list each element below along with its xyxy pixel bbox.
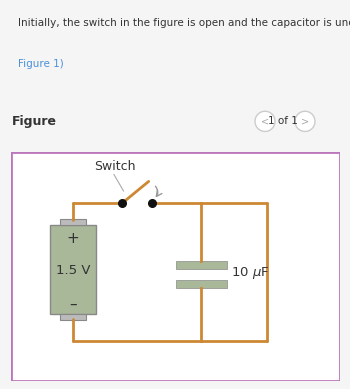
- Text: <: <: [261, 116, 269, 126]
- Bar: [176, 280, 227, 288]
- Text: 1.5 V: 1.5 V: [56, 264, 90, 277]
- Circle shape: [295, 111, 315, 131]
- Bar: [50, 224, 96, 314]
- Text: Figure: Figure: [12, 115, 57, 128]
- Text: >: >: [301, 116, 309, 126]
- Text: +: +: [66, 231, 79, 245]
- Bar: [60, 314, 86, 320]
- Bar: [176, 261, 227, 270]
- Text: Figure 1): Figure 1): [18, 59, 63, 69]
- Text: Initially, the switch in the figure is open and the capacitor is uncharged.(: Initially, the switch in the figure is o…: [18, 18, 350, 28]
- Text: 10 $\mu$F: 10 $\mu$F: [231, 265, 269, 281]
- Bar: [60, 219, 86, 224]
- Circle shape: [255, 111, 275, 131]
- Text: –: –: [69, 297, 77, 312]
- Text: Switch: Switch: [94, 160, 136, 173]
- Text: 1 of 1: 1 of 1: [268, 116, 298, 126]
